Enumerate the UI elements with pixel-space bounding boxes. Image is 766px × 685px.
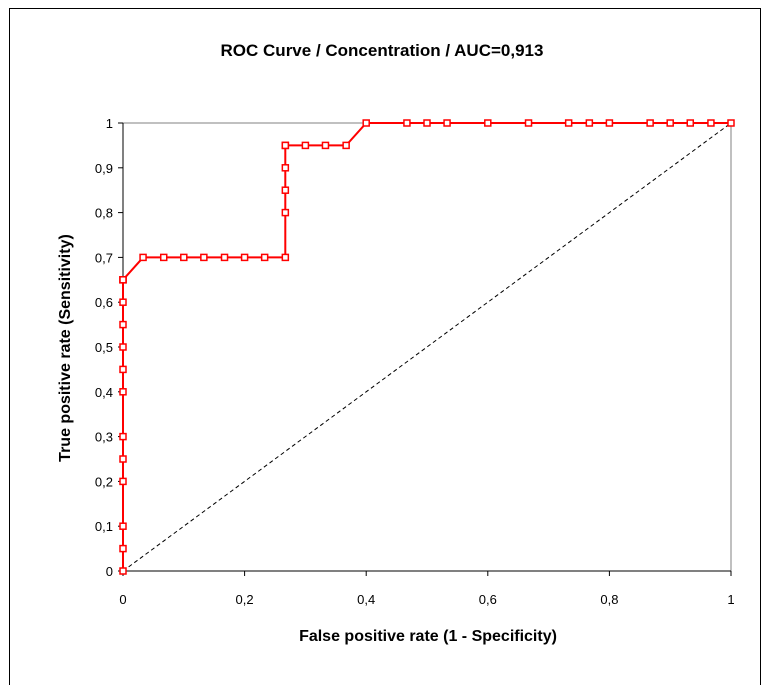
chart-title: ROC Curve / Concentration / AUC=0,913 xyxy=(221,41,544,60)
roc-point-marker xyxy=(119,298,127,306)
roc-point-marker xyxy=(342,141,350,150)
roc-point-marker xyxy=(281,186,290,194)
roc-point-marker xyxy=(646,119,654,127)
roc-point-marker xyxy=(119,320,127,329)
y-tick-label: 0 xyxy=(106,564,113,579)
roc-point-marker xyxy=(524,119,533,127)
roc-point-marker xyxy=(281,164,290,172)
roc-point-marker xyxy=(119,522,127,530)
roc-point-marker xyxy=(727,119,735,127)
roc-point-marker xyxy=(281,253,290,262)
x-tick-label: 1 xyxy=(727,592,734,607)
roc-point-marker xyxy=(119,432,127,441)
roc-point-marker xyxy=(240,253,249,262)
y-tick-label: 0,1 xyxy=(95,519,113,534)
roc-point-marker xyxy=(159,253,168,262)
roc-point-marker xyxy=(362,119,370,127)
roc-point-marker xyxy=(260,253,269,262)
roc-point-marker xyxy=(119,365,127,374)
roc-point-marker xyxy=(443,119,451,127)
roc-point-marker xyxy=(119,477,127,486)
y-tick-label: 0,6 xyxy=(95,295,113,310)
chart-frame xyxy=(9,8,761,685)
roc-point-marker xyxy=(119,567,127,575)
y-tick-label: 0,4 xyxy=(95,385,113,400)
y-tick-label: 0,9 xyxy=(95,161,113,176)
roc-point-marker xyxy=(707,119,715,127)
roc-point-marker xyxy=(321,141,330,150)
x-tick-label: 0,8 xyxy=(600,592,618,607)
y-axis-label: True positive rate (Sensitivity) xyxy=(57,234,74,462)
x-tick-label: 0,2 xyxy=(236,592,254,607)
roc-point-marker xyxy=(119,388,127,396)
roc-point-marker xyxy=(139,253,147,262)
roc-point-marker xyxy=(423,119,431,127)
x-tick-label: 0,4 xyxy=(357,592,375,607)
y-tick-label: 1 xyxy=(106,116,113,131)
y-tick-label: 0,3 xyxy=(95,430,113,445)
plot-area: 0 0,1 0,2 0,3 0,4 0,5 0,6 0,7 0,8 0,9 1 0 0,2 0,4 0,6 0… xyxy=(95,116,735,607)
roc-point-marker xyxy=(666,119,674,127)
roc-point-marker xyxy=(564,119,573,127)
roc-point-marker xyxy=(301,141,310,150)
roc-point-marker xyxy=(686,119,695,127)
y-tick-label: 0,5 xyxy=(95,340,113,355)
roc-point-marker xyxy=(220,253,229,262)
roc-point-marker xyxy=(119,276,127,284)
x-tick-label: 0,6 xyxy=(479,592,497,607)
roc-point-marker xyxy=(281,208,290,217)
roc-point-marker xyxy=(200,253,208,262)
y-tick-label: 0,2 xyxy=(95,474,113,489)
roc-point-marker xyxy=(484,119,492,127)
y-tick-label: 0,7 xyxy=(95,250,113,265)
y-tick-label: 0,8 xyxy=(95,206,113,221)
roc-point-marker xyxy=(585,119,594,127)
roc-point-marker xyxy=(119,343,127,351)
roc-point-marker xyxy=(403,119,411,127)
x-axis-label: False positive rate (1 - Specificity) xyxy=(299,628,557,645)
roc-point-marker xyxy=(281,141,290,150)
roc-point-marker xyxy=(119,455,127,463)
roc-point-marker xyxy=(119,544,127,553)
roc-point-marker xyxy=(605,119,614,127)
roc-point-marker xyxy=(180,253,188,262)
reference-diagonal-line xyxy=(122,122,732,572)
x-tick-label: 0 xyxy=(119,592,126,607)
